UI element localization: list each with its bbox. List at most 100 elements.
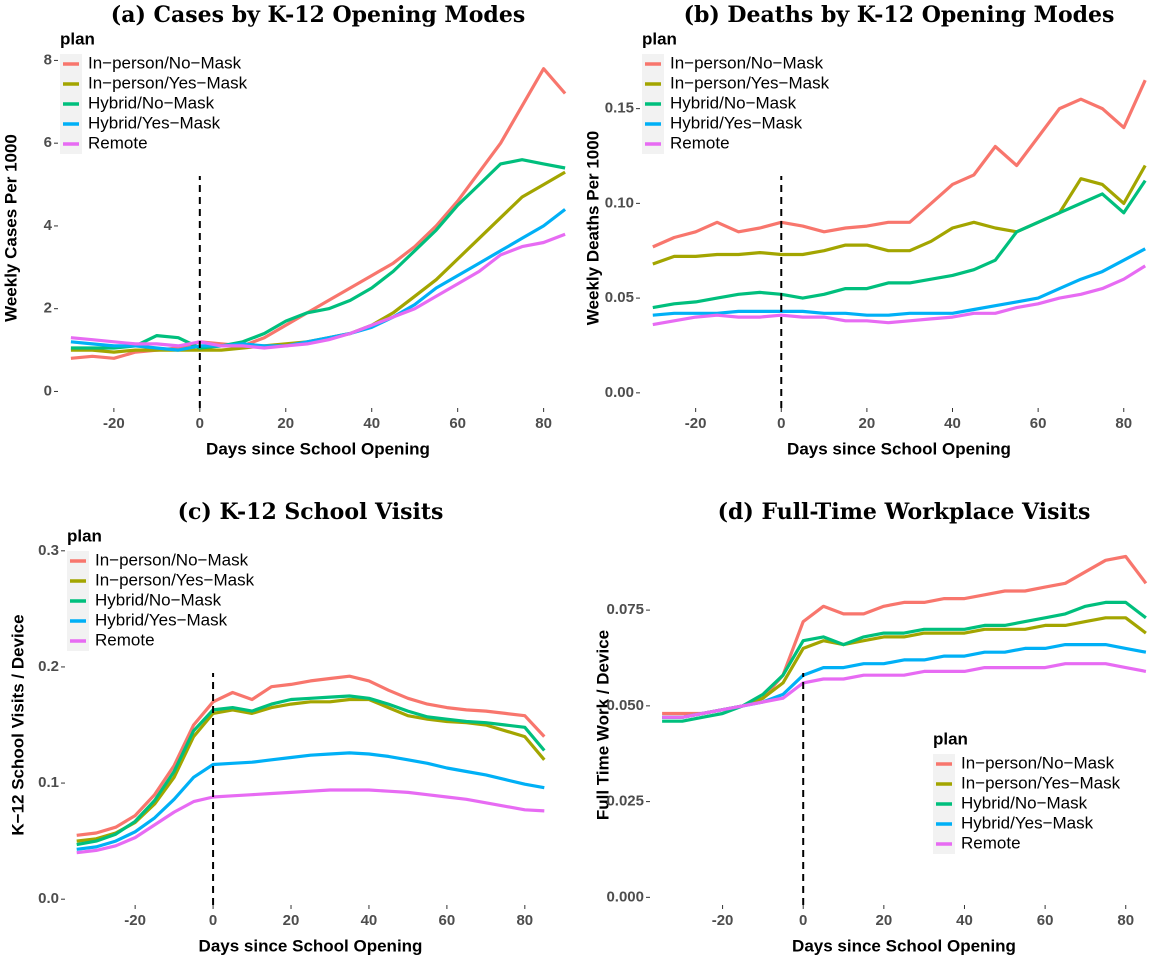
- x-tick-label: 0: [799, 912, 807, 929]
- legend-label: Remote: [670, 133, 730, 152]
- legend-label: In−person/No−Mask: [961, 753, 1115, 772]
- y-tick-label: 0: [44, 382, 52, 399]
- x-tick-label: 60: [1037, 912, 1054, 929]
- legend-title: plan: [933, 729, 968, 748]
- y-tick-label: 0.000: [606, 888, 644, 905]
- y-tick-label: 2: [44, 300, 52, 317]
- x-axis-title: Days since School Opening: [792, 936, 1016, 955]
- legend-label: Hybrid/No−Mask: [670, 93, 797, 112]
- y-tick-label: 0.075: [606, 601, 644, 618]
- legend: planIn−person/No−MaskIn−person/Yes−MaskH…: [933, 729, 1121, 854]
- series-line: [662, 554, 1148, 716]
- legend-label: Hybrid/Yes−Mask: [961, 813, 1094, 832]
- series-line: [662, 600, 1147, 723]
- series-line: [76, 694, 546, 847]
- x-tick-label: 20: [875, 912, 892, 929]
- x-tick-label: -20: [685, 415, 707, 432]
- legend-label: Remote: [88, 133, 148, 152]
- legend-label: Remote: [961, 833, 1021, 852]
- legend-label: Hybrid/Yes−Mask: [88, 113, 221, 132]
- x-tick-label: -20: [103, 415, 125, 432]
- y-tick-label: 0.1: [38, 774, 59, 791]
- legend-label: Hybrid/Yes−Mask: [670, 113, 803, 132]
- y-tick-label: 0.15: [605, 100, 634, 117]
- y-tick-label: 0.025: [606, 793, 644, 810]
- panel-title: (b) Deaths by K-12 Opening Modes: [684, 2, 1115, 28]
- series-line: [76, 788, 545, 855]
- y-tick-label: 4: [44, 217, 53, 234]
- x-tick-label: 20: [859, 415, 876, 432]
- legend-label: Remote: [95, 630, 155, 649]
- panel: (d) Full-Time Workplace Visits Days since…: [593, 499, 1148, 955]
- y-axis-title: Weekly Cases Per 1000: [1, 134, 20, 322]
- legend-label: Hybrid/No−Mask: [95, 590, 222, 609]
- x-tick-label: 40: [363, 415, 380, 432]
- legend-label: In−person/Yes−Mask: [670, 73, 830, 92]
- x-tick-label: 60: [1030, 415, 1047, 432]
- series-line: [70, 208, 567, 352]
- legend-label: In−person/Yes−Mask: [95, 570, 255, 589]
- x-tick-label: 20: [283, 912, 300, 929]
- legend-label: In−person/No−Mask: [88, 53, 242, 72]
- x-tick-label: 0: [209, 912, 217, 929]
- x-tick-label: 0: [196, 415, 204, 432]
- x-tick-label: 40: [944, 415, 961, 432]
- legend-label: Hybrid/Yes−Mask: [95, 610, 228, 629]
- series-line: [652, 264, 1147, 327]
- panel-title: (d) Full-Time Workplace Visits: [718, 499, 1091, 525]
- x-tick-label: 20: [277, 415, 294, 432]
- x-tick-label: 40: [956, 912, 973, 929]
- legend-label: Hybrid/No−Mask: [88, 93, 215, 112]
- y-axis-title: Weekly Deaths Per 1000: [583, 131, 602, 325]
- x-tick-label: 80: [535, 415, 552, 432]
- legend-title: plan: [60, 29, 95, 48]
- series-line: [662, 662, 1147, 719]
- y-tick-label: 0.00: [605, 384, 634, 401]
- panel: (b) Deaths by K-12 Opening Modes Days sin…: [583, 2, 1147, 458]
- x-tick-label: 80: [1117, 912, 1134, 929]
- legend: planIn−person/No−MaskIn−person/Yes−MaskH…: [642, 29, 830, 154]
- x-tick-label: 0: [777, 415, 785, 432]
- series-line: [652, 164, 1147, 266]
- series-line: [76, 751, 545, 851]
- legend: planIn−person/No−MaskIn−person/Yes−MaskH…: [67, 526, 255, 651]
- series-line: [70, 158, 566, 350]
- panel-title: (a) Cases by K-12 Opening Modes: [111, 2, 525, 28]
- panel: (a) Cases by K-12 Opening Modes Days sinc…: [1, 2, 567, 458]
- series-line: [652, 247, 1146, 317]
- y-tick-label: 0.05: [605, 289, 634, 306]
- x-tick-label: 40: [361, 912, 378, 929]
- x-tick-label: -20: [124, 912, 146, 929]
- legend-label: In−person/No−Mask: [95, 550, 249, 569]
- x-tick-label: 60: [449, 415, 466, 432]
- legend-label: In−person/No−Mask: [670, 53, 824, 72]
- x-axis-title: Days since School Opening: [206, 439, 430, 458]
- y-tick-label: 8: [44, 51, 52, 68]
- y-tick-label: 0.3: [38, 542, 59, 559]
- x-tick-label: -20: [712, 912, 734, 929]
- legend-title: plan: [642, 29, 677, 48]
- y-tick-label: 0.2: [38, 658, 59, 675]
- y-axis-title: Full Time Work / Device: [593, 630, 612, 820]
- legend-label: Hybrid/No−Mask: [961, 793, 1088, 812]
- x-tick-label: 80: [1115, 415, 1132, 432]
- legend: planIn−person/No−MaskIn−person/Yes−MaskH…: [60, 29, 248, 154]
- y-tick-label: 6: [44, 134, 52, 151]
- x-axis-title: Days since School Opening: [787, 439, 1011, 458]
- x-tick-label: 80: [516, 912, 533, 929]
- series-line: [70, 232, 566, 350]
- x-tick-label: 60: [439, 912, 456, 929]
- y-tick-label: 0.10: [605, 194, 634, 211]
- legend-label: In−person/Yes−Mask: [88, 73, 248, 92]
- series-line: [652, 179, 1147, 310]
- legend-label: In−person/Yes−Mask: [961, 773, 1121, 792]
- y-axis-title: K−12 School Visits / Device: [8, 614, 27, 835]
- y-tick-label: 0.0: [38, 890, 59, 907]
- series-line: [76, 674, 546, 837]
- series-line: [652, 79, 1147, 249]
- x-axis-title: Days since School Opening: [199, 936, 423, 955]
- panel: (c) K-12 School Visits Days since School …: [8, 499, 546, 955]
- legend-title: plan: [67, 526, 102, 545]
- y-tick-label: 0.050: [606, 697, 644, 714]
